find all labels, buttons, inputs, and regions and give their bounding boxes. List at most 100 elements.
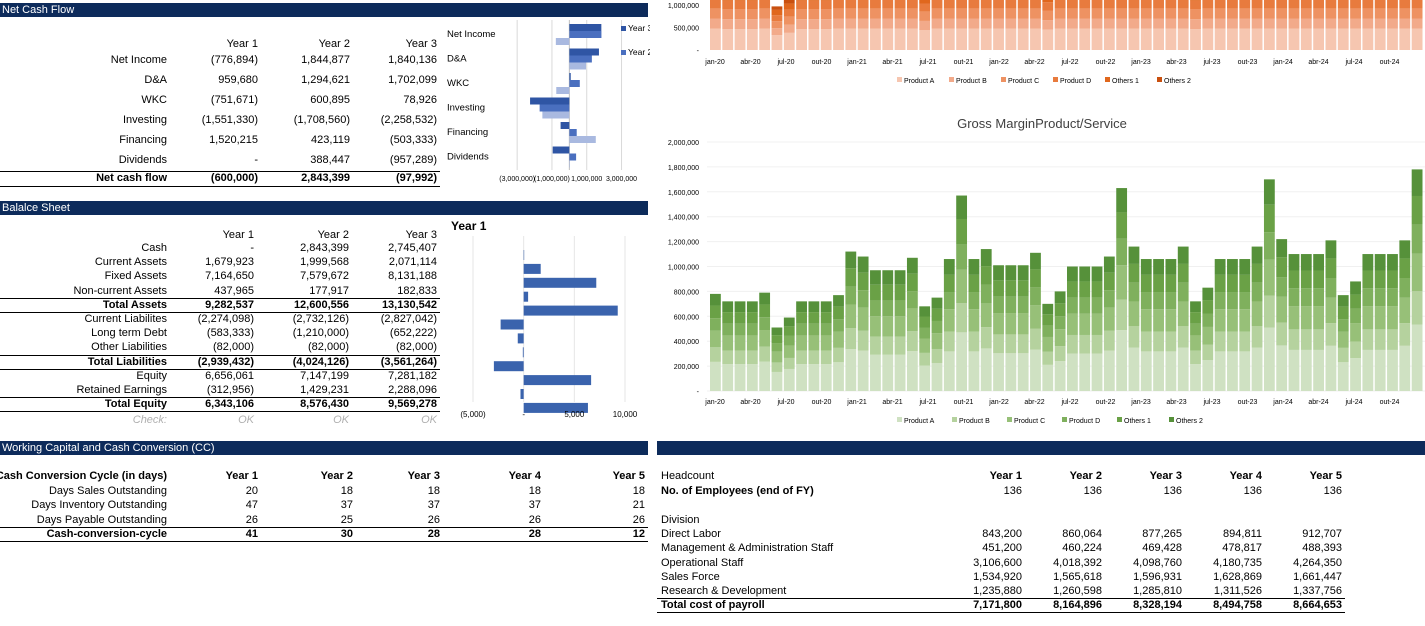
gm-bar-segment — [1214, 274, 1226, 293]
bs-cell: 7,281,182 — [388, 369, 437, 382]
cf-bar — [569, 153, 577, 161]
rev-bar-segment — [796, 0, 807, 1]
rev-bar-segment — [993, 0, 1004, 9]
gm-bar-segment — [1214, 292, 1226, 310]
rev-bar-segment — [993, 8, 1004, 19]
gm-bar-segment — [833, 319, 844, 332]
rev-bar-segment — [993, 18, 1004, 29]
rev-bar-segment — [1263, 18, 1275, 29]
bs-cell: (4,024,126) — [292, 355, 349, 368]
rev-bar-segment — [1128, 18, 1140, 29]
wc-total-cell: 41 — [245, 528, 258, 540]
gm-bar-segment — [1128, 347, 1140, 391]
hc-row-label: Sales Force — [661, 570, 720, 583]
gm-bar-segment — [1079, 297, 1091, 314]
rev-bar-segment — [943, 8, 955, 19]
gm-bar-segment — [1128, 263, 1140, 283]
rev-bar-segment — [1374, 8, 1386, 19]
gm-bar-segment — [845, 251, 857, 269]
hc-total-cell: 8,494,758 — [1213, 599, 1262, 611]
rev-bar-segment — [783, 32, 795, 50]
gm-bar-segment — [771, 327, 783, 336]
gm-bar-segment — [1005, 265, 1017, 281]
gm-bar-segment — [1399, 297, 1411, 324]
gm-bar-segment — [906, 291, 918, 309]
hc-row-label: Operational Staff — [661, 556, 744, 569]
gm-bar-segment — [783, 345, 795, 358]
gm-bar-segment — [1165, 274, 1177, 293]
gm-bar-segment — [1251, 326, 1263, 348]
gm-bar-segment — [746, 312, 758, 324]
rev-bar-segment — [1116, 18, 1128, 29]
hc-total-label: Total cost of payroll — [661, 599, 765, 611]
rev-bar-segment — [1300, 8, 1312, 19]
rev-bar-segment — [820, 29, 832, 50]
rev-legend-label: Others 1 — [1112, 78, 1139, 85]
gm-bar-segment — [1177, 246, 1189, 264]
rev-bar-segment — [1337, 28, 1349, 50]
gm-bar-segment — [1337, 362, 1349, 391]
hc-total-rule — [657, 598, 1345, 599]
gm-bar-segment — [808, 312, 820, 324]
wc-cell: 47 — [245, 499, 258, 512]
rev-bar-segment — [1067, 8, 1078, 19]
gm-bar-segment — [746, 301, 758, 313]
rev-bar-segment — [1239, 0, 1251, 9]
rev-bar-segment — [1091, 18, 1103, 29]
gm-bar-segment — [1239, 274, 1251, 293]
cf-cell: 1,520,215 — [209, 134, 258, 146]
gm-y-tick-label: - — [697, 389, 700, 396]
wc-year-header: Year 3 — [407, 470, 440, 482]
gm-bar-segment — [919, 352, 931, 366]
hc-row-label: Research & Development — [661, 585, 787, 598]
gm-bar-segment — [820, 323, 832, 336]
gm-bar-segment — [1325, 278, 1337, 298]
bs-row-label: Non-current Assets — [73, 284, 167, 297]
gm-bar-segment — [1387, 349, 1398, 391]
gm-bar-segment — [1239, 351, 1251, 391]
gm-bar-segment — [1030, 252, 1041, 270]
rev-bar-segment — [894, 18, 906, 29]
rev-bar-segment — [820, 0, 832, 1]
cf-year-header: Year 3 — [405, 38, 437, 50]
gm-bar-segment — [980, 284, 992, 304]
rev-bar-segment — [1054, 0, 1066, 9]
bs-cell: (2,939,432) — [197, 355, 254, 368]
gm-bar-segment — [968, 309, 980, 332]
revenue-product-chart: 1,000,000 500,000 -jan-20 abr-20 jul-20 out-2… — [668, 0, 1423, 85]
rev-bar-segment — [1313, 18, 1325, 29]
bs-cell: 6,656,061 — [205, 369, 254, 382]
hc-cell: 1,235,880 — [973, 585, 1022, 598]
gm-bar-segment — [1288, 306, 1300, 330]
rev-bar-segment — [993, 28, 1004, 50]
gm-bar-segment — [710, 361, 721, 391]
wc-cell: 26 — [528, 513, 541, 526]
gm-bar-segment — [993, 334, 1004, 354]
gm-bar-segment — [1387, 288, 1398, 307]
bs-row-label: Current Liabilites — [84, 313, 167, 325]
bs-cell: 2,288,096 — [388, 384, 437, 396]
gm-bar-segment — [857, 307, 869, 331]
gm-bar-segment — [980, 327, 992, 349]
gm-bar-segment — [1042, 336, 1054, 352]
gm-bar-segment — [1374, 329, 1386, 350]
gm-bar-segment — [1350, 308, 1361, 324]
gm-bar-segment — [1227, 309, 1238, 332]
hc-cell: 843,200 — [982, 528, 1022, 540]
rev-legend-swatch — [897, 77, 902, 82]
wc-total-cell: 30 — [340, 528, 353, 540]
gm-bar-segment — [1337, 319, 1349, 332]
rev-bar-segment — [771, 28, 783, 36]
rev-bar-segment — [1054, 28, 1066, 50]
gm-bar-segment — [759, 330, 771, 347]
gm-bar-segment — [1411, 169, 1423, 196]
gm-bar-segment — [1350, 323, 1361, 342]
gm-bar-segment — [1288, 349, 1300, 391]
bs-row-label: Equity — [136, 369, 167, 382]
gm-bar-segment — [1067, 297, 1078, 314]
gm-bar-segment — [783, 357, 795, 369]
gm-bar-segment — [1190, 301, 1201, 313]
gm-bar-segment — [943, 351, 955, 391]
gm-bar-segment — [710, 347, 721, 362]
gm-bar-segment — [1362, 306, 1374, 330]
